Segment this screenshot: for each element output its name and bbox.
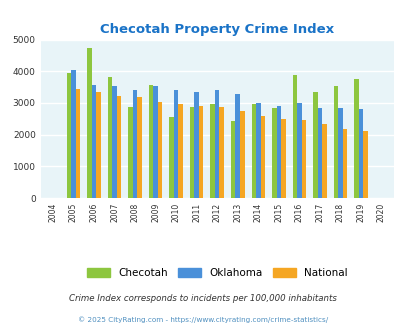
Bar — [235, 94, 239, 198]
Bar — [194, 92, 198, 198]
Bar — [239, 111, 244, 198]
Bar — [301, 120, 305, 198]
Text: Crime Index corresponds to incidents per 100,000 inhabitants: Crime Index corresponds to incidents per… — [69, 294, 336, 303]
Bar — [198, 106, 203, 198]
Bar — [219, 107, 224, 198]
Bar — [149, 84, 153, 198]
Bar — [337, 108, 342, 198]
Bar — [87, 48, 92, 198]
Bar — [173, 90, 178, 198]
Bar — [260, 116, 264, 198]
Bar — [190, 107, 194, 198]
Bar — [92, 85, 96, 198]
Bar — [271, 108, 276, 198]
Bar — [112, 86, 117, 198]
Bar — [75, 89, 80, 198]
Bar — [107, 77, 112, 198]
Bar — [210, 104, 214, 198]
Bar — [132, 90, 137, 198]
Bar — [169, 117, 173, 198]
Bar — [153, 86, 158, 198]
Bar — [317, 108, 321, 198]
Legend: Checotah, Oklahoma, National: Checotah, Oklahoma, National — [82, 263, 351, 282]
Bar — [71, 70, 75, 198]
Bar — [358, 109, 362, 198]
Bar — [333, 86, 337, 198]
Bar — [321, 124, 326, 198]
Bar — [292, 75, 296, 198]
Bar — [251, 104, 256, 198]
Bar — [296, 103, 301, 198]
Bar — [362, 131, 367, 198]
Bar — [128, 107, 132, 198]
Bar — [66, 73, 71, 198]
Bar — [312, 92, 317, 198]
Bar — [178, 104, 183, 198]
Bar — [230, 121, 235, 198]
Title: Checotah Property Crime Index: Checotah Property Crime Index — [100, 23, 333, 36]
Text: © 2025 CityRating.com - https://www.cityrating.com/crime-statistics/: © 2025 CityRating.com - https://www.city… — [78, 317, 327, 323]
Bar — [353, 79, 358, 198]
Bar — [96, 92, 100, 198]
Bar — [280, 119, 285, 198]
Bar — [117, 96, 121, 198]
Bar — [158, 102, 162, 198]
Bar — [342, 129, 346, 198]
Bar — [276, 106, 280, 198]
Bar — [256, 103, 260, 198]
Bar — [214, 90, 219, 198]
Bar — [137, 97, 141, 198]
